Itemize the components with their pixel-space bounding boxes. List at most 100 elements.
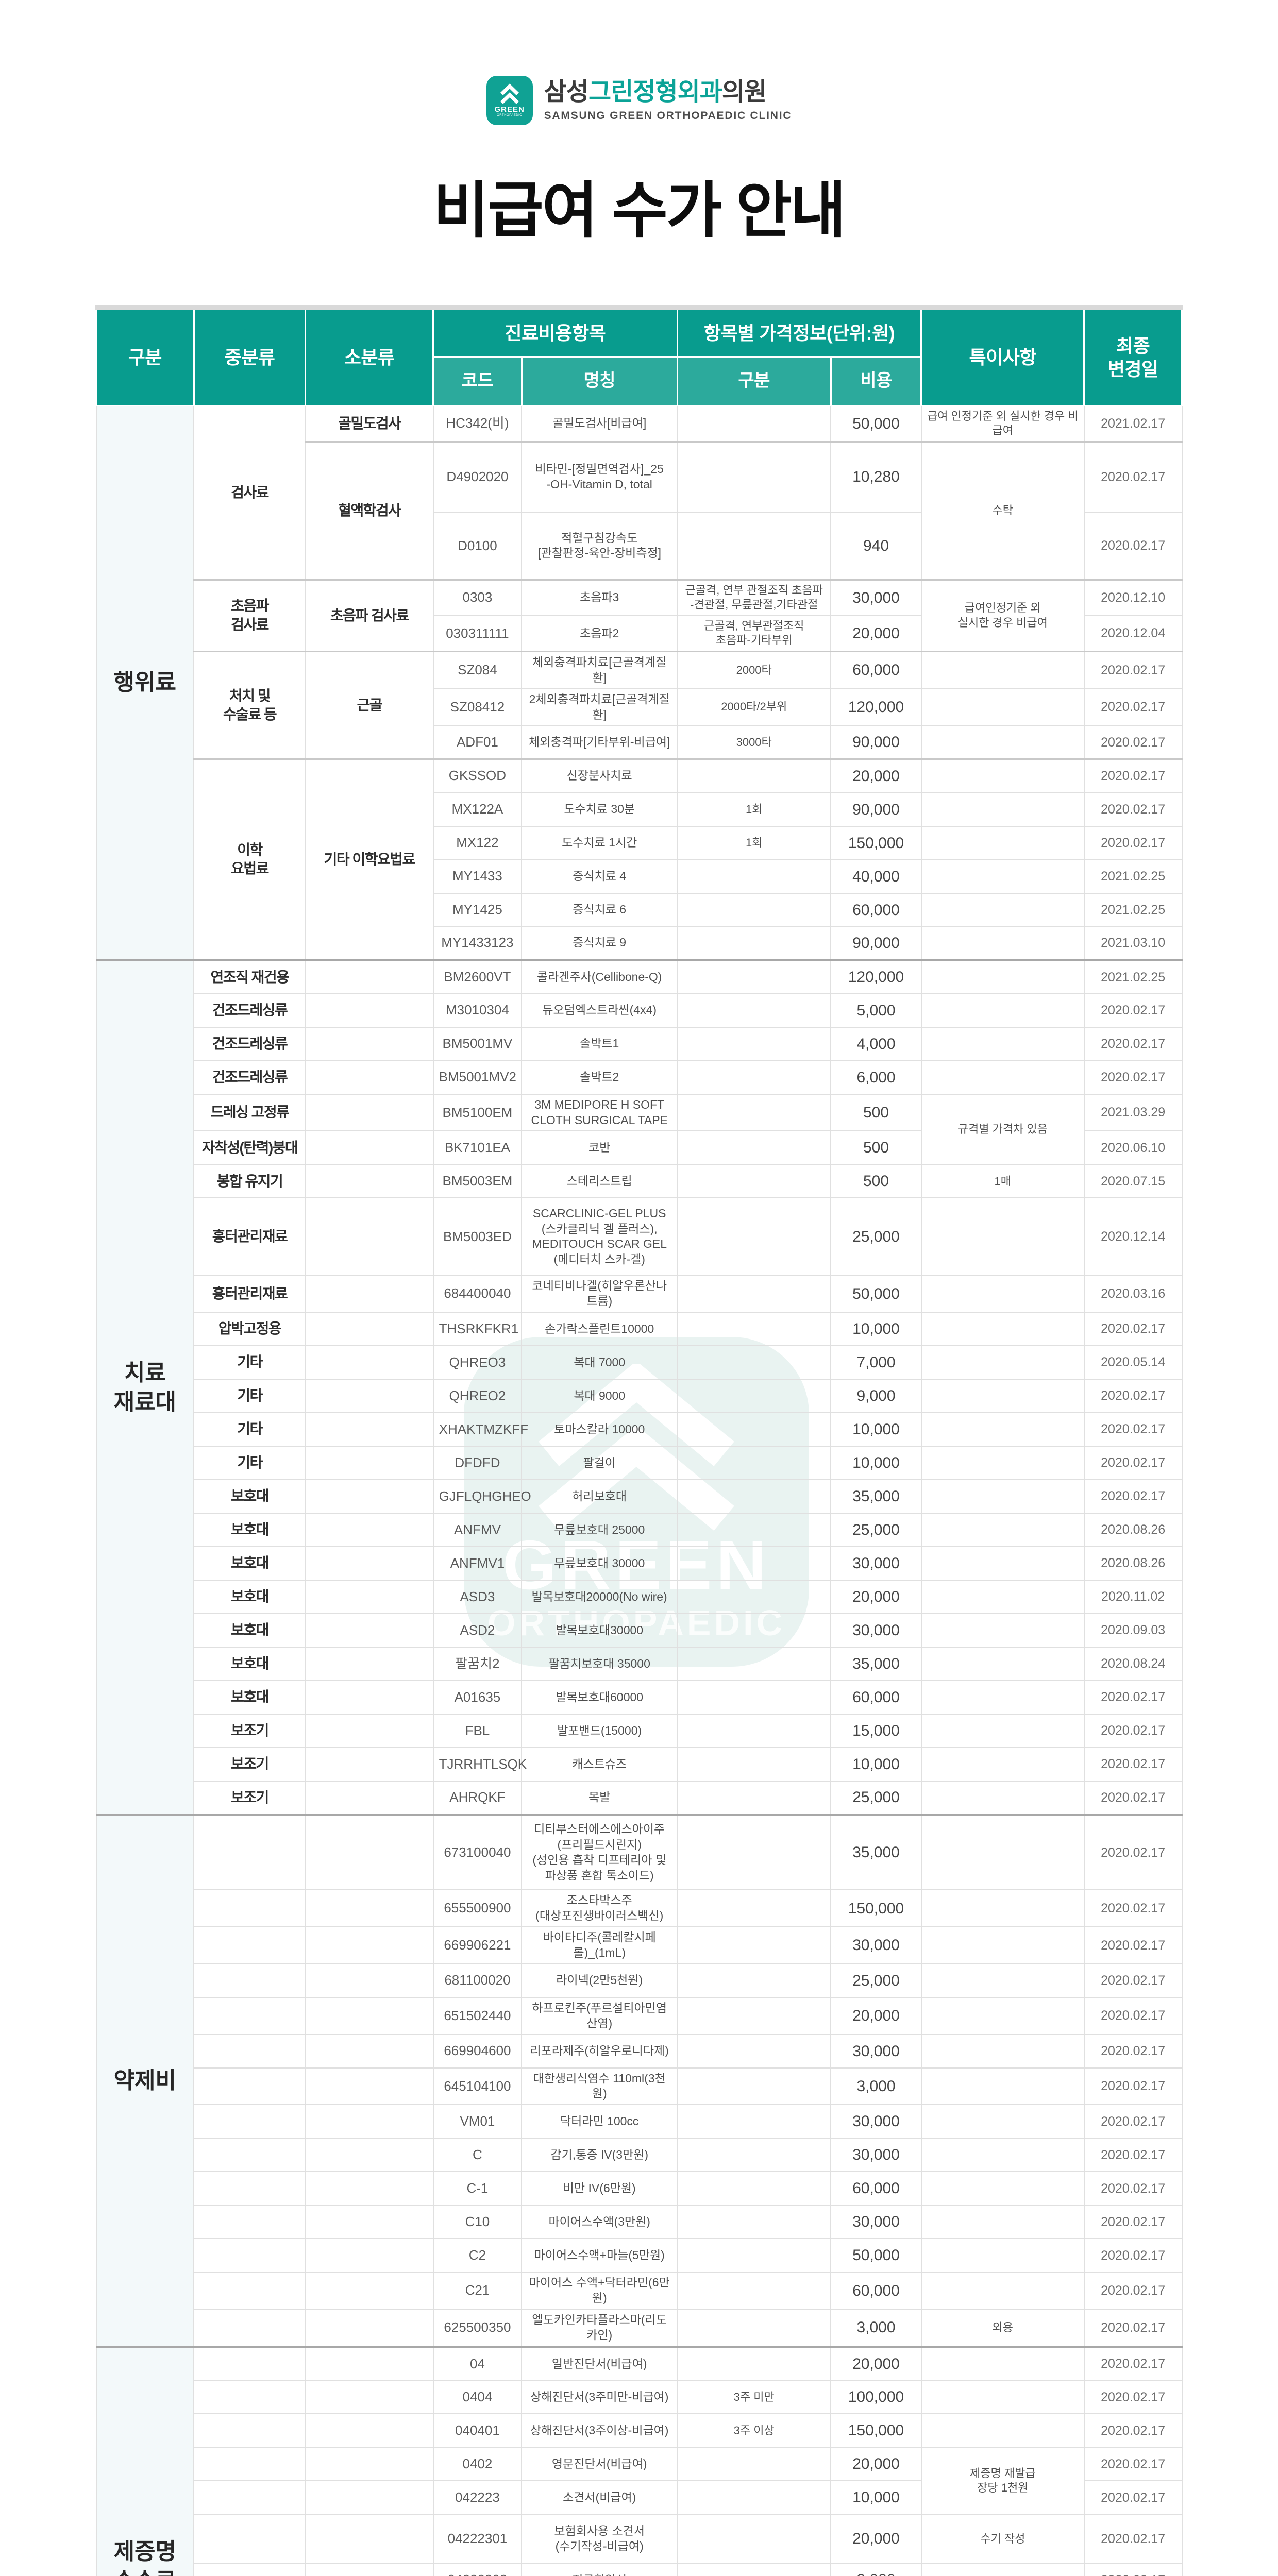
cell-cost: 10,000 — [830, 2480, 922, 2515]
cell-last-modified: 2020.02.17 — [1083, 2309, 1183, 2348]
cell-price-type — [677, 2345, 832, 2381]
cell-code: 673100040 — [432, 1813, 523, 1891]
cell-last-modified: 2020.02.17 — [1083, 1889, 1183, 1927]
cell-cost: 20,000 — [830, 1580, 922, 1615]
cell-code: 0303 — [432, 579, 523, 616]
cell-item-name: 비타민-[정밀면역검사]_25 -OH-Vitamin D, total — [521, 440, 678, 513]
cell-note — [920, 1613, 1085, 1648]
cell-mid-category: 보호대 — [193, 1580, 306, 1615]
cell-mid-category: 연조직 재건용 — [193, 959, 306, 994]
cell-price-type — [677, 2563, 832, 2576]
cell-cost: 35,000 — [830, 1813, 922, 1891]
table-row: 기타 QHREO3 복대 7000 7,000 2020.05.14 — [96, 1345, 1183, 1380]
cell-last-modified: 2021.02.25 — [1083, 892, 1183, 927]
cell-mid-category: 압박고정용 — [193, 1312, 306, 1347]
cell-note — [920, 2413, 1085, 2448]
cell-cost: 50,000 — [830, 1275, 922, 1313]
cell-last-modified: 2020.02.17 — [1083, 1026, 1183, 1061]
cell-mid-category: 처치 및 수술료 등 — [193, 651, 306, 760]
cell-note — [920, 1379, 1085, 1414]
cell-code: SZ08412 — [432, 688, 523, 726]
cell-note — [920, 1680, 1085, 1715]
cell-price-type — [677, 1996, 832, 2035]
cell-sub-category: 근골 — [305, 651, 434, 760]
cell-code: D0100 — [432, 512, 523, 581]
table-row: 030311111 초음파2 근골격, 연부관절조직 초음파-기타부위 20,000 2… — [96, 615, 1183, 652]
cell-sub-category — [305, 2067, 434, 2106]
clinic-name-highlight: 그린정형외과 — [588, 78, 722, 106]
cell-note — [920, 2138, 1085, 2173]
cell-code: AHRQKF — [432, 1781, 523, 1816]
fee-table-zone: GREEN ORTHOPAEDIC 구분 중분류 소분류 진료비용항목 항목별 … — [95, 305, 1183, 2576]
cell-item-name: 비만 IV(6만원) — [521, 2171, 678, 2206]
cell-category: 제증명 수수료 — [95, 2345, 195, 2576]
cell-cost: 60,000 — [830, 1680, 922, 1715]
cell-price-type — [677, 1781, 832, 1816]
cell-code: ANFMV1 — [432, 1546, 523, 1581]
cell-price-type: 근골격, 연부 관절조직 초음파 -견관절, 무릎관절,기타관절 — [677, 579, 832, 616]
cell-code: 681100020 — [432, 1963, 523, 1998]
cell-note — [920, 1197, 1085, 1276]
table-row: 보호대 팔꿈치2 팔꿈치보호대 35000 35,000 2020.08.24 — [96, 1647, 1183, 1682]
header-price-info-group: 항목별 가격정보(단위:원) — [676, 307, 922, 358]
cell-note — [920, 1312, 1085, 1347]
cell-cost: 25,000 — [830, 1197, 922, 1276]
cell-item-name: 팔꿈치보호대 35000 — [521, 1647, 678, 1682]
cell-last-modified: 2020.02.17 — [1083, 512, 1183, 581]
cell-mid-category — [193, 1813, 306, 1891]
cell-price-type — [677, 1680, 832, 1715]
cell-cost: 25,000 — [830, 1781, 922, 1816]
cell-cost: 60,000 — [830, 2272, 922, 2310]
cell-mid-category — [193, 2563, 306, 2576]
cell-price-type — [677, 2272, 832, 2310]
cell-note — [920, 1889, 1085, 1927]
cell-cost: 30,000 — [830, 2033, 922, 2069]
cell-cost: 90,000 — [830, 792, 922, 827]
cell-note — [920, 1963, 1085, 1998]
cell-mid-category — [193, 1963, 306, 1998]
cell-code: 625500350 — [432, 2309, 523, 2348]
cell-note — [920, 2563, 1085, 2576]
cell-code: 팔꿈치2 — [432, 1647, 523, 1682]
cell-cost: 10,280 — [830, 440, 922, 513]
cell-code: ANFMV — [432, 1513, 523, 1548]
cell-sub-category — [305, 2033, 434, 2069]
table-row: 기타 DFDFD 팔걸이 10,000 2020.02.17 — [96, 1446, 1183, 1481]
cell-mid-category: 기타 — [193, 1412, 306, 1447]
table-row: ADF01 체외충격파[기타부위-비급여] 3000타 90,000 2020.02.1… — [96, 725, 1183, 760]
cell-note — [920, 1513, 1085, 1548]
clinic-name-prefix: 삼성 — [544, 78, 589, 106]
cell-last-modified: 2020.02.17 — [1083, 1060, 1183, 1095]
table-row: 보호대 ANFMV1 무릎보호대 30000 30,000 2020.08.26 — [96, 1546, 1183, 1581]
cell-price-type — [677, 1275, 832, 1313]
table-row: 보조기 FBL 발포밴드(15000) 15,000 2020.02.17 — [96, 1714, 1183, 1749]
cell-mid-category: 초음파 검사료 — [193, 579, 306, 652]
cell-sub-category — [305, 1926, 434, 1964]
header-note: 특이사항 — [920, 307, 1085, 406]
header-name: 명칭 — [520, 355, 678, 406]
cell-mid-category: 기타 — [193, 1345, 306, 1380]
cell-code: C-1 — [432, 2171, 523, 2206]
cell-item-name: 닥터라민 100cc — [521, 2104, 678, 2139]
cell-last-modified: 2020.08.26 — [1083, 1513, 1183, 1548]
table-row: 초음파 검사료 초음파 검사료 0303 초음파3 근골격, 연부 관절조직 초음파 -… — [96, 579, 1183, 652]
cell-note: 수기 작성 — [920, 2514, 1085, 2564]
table-row: 행위료 검사료 골밀도검사 HC342(비) 골밀도검사[비급여] 50,000 급여 인정… — [95, 404, 1183, 961]
cell-last-modified: 2020.07.15 — [1083, 1164, 1183, 1199]
cell-item-name: 체외충격파치료[근골격계질환] — [521, 651, 678, 689]
cell-cost: 25,000 — [830, 1963, 922, 1998]
table-row: SZ08412 2체외충격파치료[근골격계질환] 2000타/2부위 120,000 2… — [96, 688, 1183, 726]
cell-category: 행위료 — [95, 405, 195, 961]
cell-note: 수탁 — [920, 440, 1085, 581]
cell-code: 655500900 — [432, 1889, 523, 1927]
cell-sub-category — [305, 1781, 434, 1816]
cell-cost: 20,000 — [830, 758, 922, 793]
table-row: 치료 재료대 연조직 재건용 BM2600VT 콜라겐주사(Cellibone-Q) 1… — [95, 959, 1183, 1816]
table-row: C 감기,통증 IV(3만원) 30,000 2020.02.17 — [96, 2138, 1183, 2173]
cell-sub-category — [305, 1647, 434, 1682]
cell-item-name: 대한생리식염수 110ml(3천원) — [521, 2067, 678, 2106]
cell-code: TJRRHTLSQK — [432, 1747, 527, 1782]
cell-price-type — [677, 2067, 832, 2106]
table-row: 봉합 유지기 BM5003EM 스테리스트립 500 1매 2020.07.15 — [96, 1164, 1183, 1199]
cell-code: QHREO3 — [432, 1345, 523, 1380]
